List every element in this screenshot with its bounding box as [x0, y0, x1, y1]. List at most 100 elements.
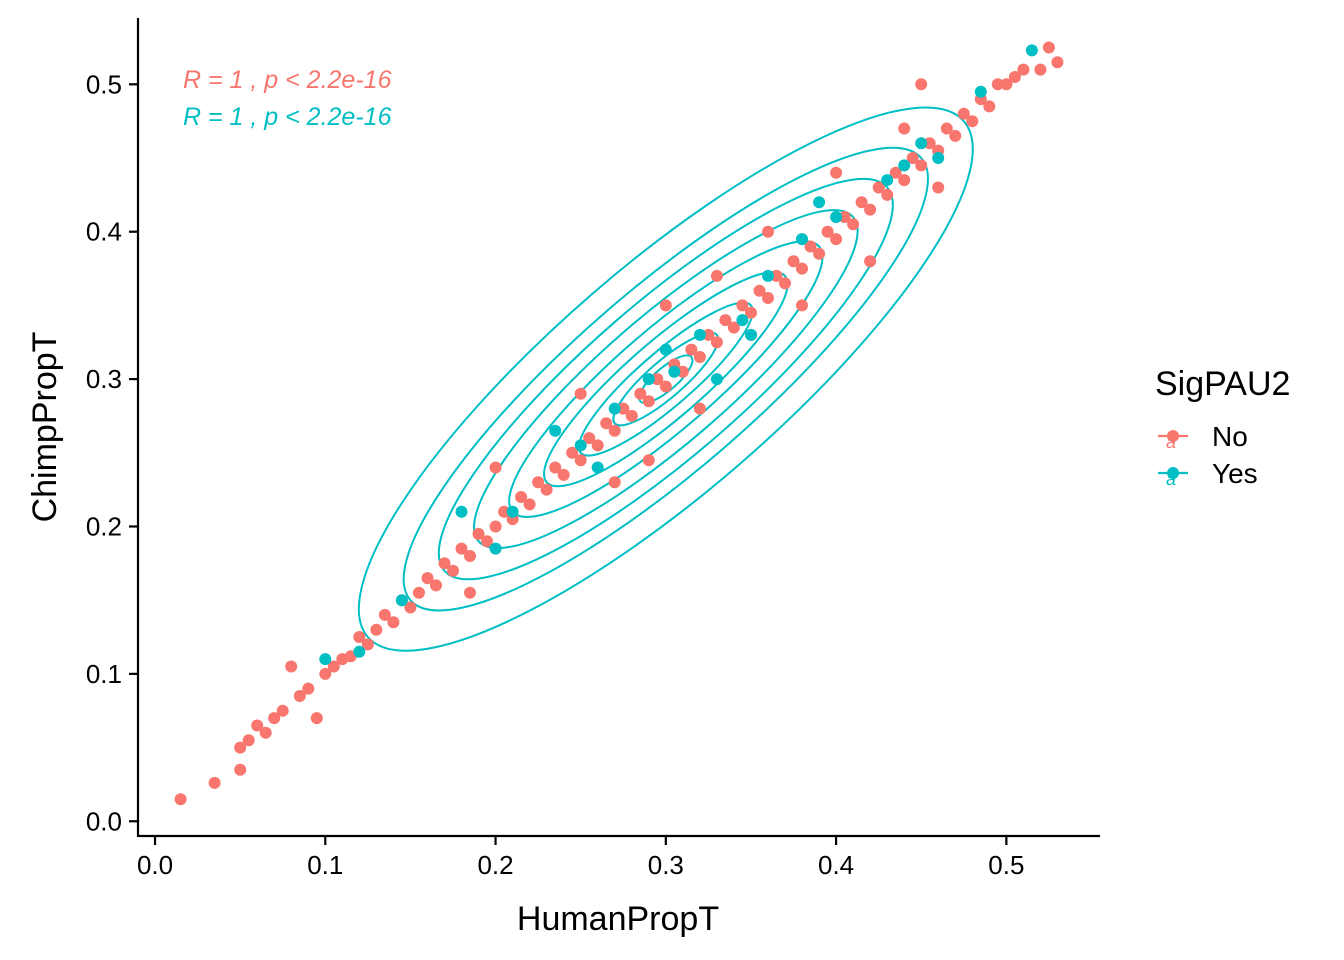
- point-yes: [489, 542, 502, 555]
- point-no: [787, 255, 800, 268]
- point-no: [830, 166, 843, 179]
- point-no: [608, 424, 621, 437]
- point-no: [617, 402, 630, 415]
- point-no: [719, 314, 732, 327]
- point-no: [753, 284, 766, 297]
- point-yes: [898, 159, 911, 172]
- point-no: [898, 122, 911, 135]
- legend-item-yes: a Yes: [1158, 458, 1258, 489]
- point-no: [464, 586, 476, 599]
- point-no: [1017, 63, 1030, 76]
- contour-level-1: [357, 106, 974, 652]
- point-no: [727, 321, 740, 334]
- point-yes: [642, 373, 655, 386]
- point-no: [855, 196, 868, 209]
- point-no: [813, 247, 826, 260]
- point-no: [957, 107, 970, 120]
- x-tick-label: 0.3: [648, 850, 684, 880]
- point-no: [693, 351, 706, 363]
- point-no: [387, 616, 400, 629]
- point-yes: [668, 365, 681, 378]
- point-no: [710, 336, 723, 349]
- legend-key-point-yes: [1167, 467, 1179, 479]
- point-no: [983, 100, 996, 113]
- point-no: [523, 498, 536, 511]
- point-no: [940, 122, 953, 135]
- point-no: [762, 292, 774, 304]
- point-yes: [830, 211, 843, 223]
- point-no: [642, 395, 655, 408]
- point-no: [762, 225, 774, 238]
- point-no: [685, 343, 698, 356]
- point-no: [600, 417, 613, 430]
- point-no: [1000, 78, 1013, 91]
- point-yes: [796, 233, 808, 246]
- point-no: [881, 188, 894, 201]
- point-no: [736, 299, 749, 312]
- point-no: [591, 439, 604, 452]
- point-no: [361, 638, 374, 651]
- legend-title: SigPAU2: [1155, 365, 1290, 403]
- point-yes: [319, 653, 332, 666]
- point-no: [302, 682, 315, 695]
- point-no: [259, 726, 272, 739]
- x-tick-label: 0.1: [307, 850, 343, 880]
- point-no: [966, 115, 979, 128]
- point-no: [838, 211, 851, 223]
- point-no: [796, 299, 808, 312]
- point-no: [583, 432, 596, 445]
- point-no: [557, 468, 570, 481]
- point-no: [319, 667, 332, 680]
- point-no: [574, 387, 587, 400]
- point-no: [498, 505, 511, 518]
- point-yes: [932, 152, 945, 164]
- point-no: [464, 550, 476, 562]
- contour-level-7: [577, 301, 754, 457]
- point-no: [659, 380, 672, 393]
- scatter-points: [174, 41, 1064, 806]
- point-no: [481, 535, 493, 548]
- legend-label-no: No: [1212, 421, 1248, 452]
- y-axis-ticks: 0.0 0.1 0.2 0.3 0.4 0.5: [86, 69, 138, 836]
- point-yes: [693, 328, 706, 341]
- point-yes: [549, 424, 562, 437]
- point-yes: [395, 594, 408, 607]
- point-no: [574, 454, 587, 467]
- point-no: [549, 461, 562, 474]
- point-no: [430, 579, 442, 592]
- point-yes: [881, 174, 894, 187]
- contour-level-8: [612, 331, 720, 427]
- contour-level-4: [473, 209, 859, 550]
- y-tick-label: 0.3: [86, 364, 122, 394]
- point-no: [676, 365, 689, 378]
- point-no: [378, 608, 391, 621]
- point-no: [642, 454, 655, 467]
- contour-level-9: [638, 354, 694, 404]
- point-no: [566, 446, 579, 459]
- point-yes: [915, 137, 928, 150]
- point-no: [515, 491, 528, 503]
- y-tick-label: 0.1: [86, 659, 122, 689]
- point-no: [404, 601, 417, 614]
- point-no: [1034, 63, 1047, 76]
- point-no: [438, 557, 451, 570]
- point-no: [1008, 71, 1021, 83]
- y-tick-label: 0.2: [86, 511, 122, 541]
- point-no: [293, 690, 306, 702]
- contour-level-6: [543, 270, 789, 488]
- point-no: [949, 129, 962, 142]
- x-tick-label: 0.0: [137, 850, 173, 880]
- point-no: [268, 712, 281, 725]
- point-no: [889, 166, 902, 179]
- point-yes: [591, 461, 604, 474]
- point-no: [447, 564, 459, 577]
- point-no: [327, 660, 340, 673]
- point-no: [864, 255, 877, 268]
- point-no: [412, 586, 425, 599]
- point-no: [489, 520, 502, 533]
- point-no: [208, 776, 221, 789]
- point-no: [234, 741, 247, 754]
- y-tick-label: 0.4: [86, 217, 122, 247]
- point-no: [625, 409, 638, 422]
